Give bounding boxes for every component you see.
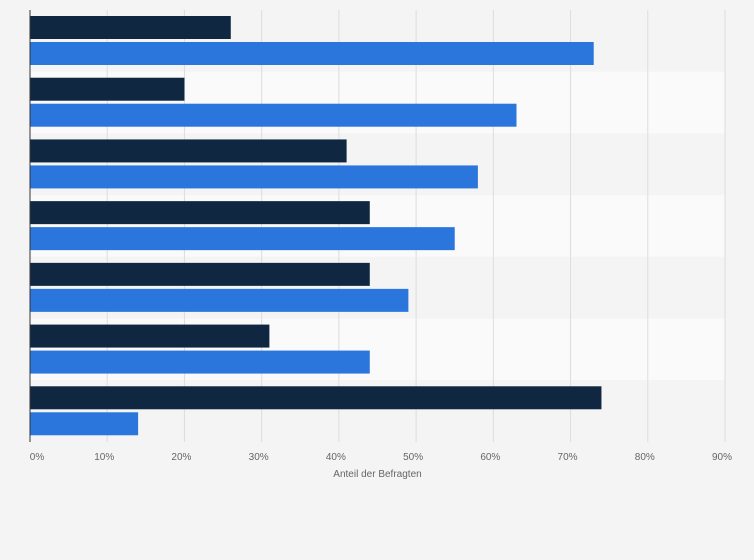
x-tick-label-70: 70%: [558, 452, 578, 463]
x-tick-label-30: 30%: [249, 452, 269, 463]
bar-row2-series2: [30, 103, 517, 127]
bar-row3-series1: [30, 139, 347, 163]
bar-row5-series2: [30, 288, 409, 312]
bar-row4-series2: [30, 227, 455, 251]
x-tick-label-50: 50%: [403, 452, 423, 463]
x-tick-label-40: 40%: [326, 452, 346, 463]
x-tick-label-10: 10%: [94, 452, 114, 463]
bar-row3-series2: [30, 165, 478, 189]
x-tick-label-0: 0%: [30, 452, 45, 463]
x-tick-label-60: 60%: [480, 452, 500, 463]
bar-row1-series2: [30, 42, 594, 65]
bar-row6-series2: [30, 350, 370, 374]
x-tick-label-80: 80%: [635, 452, 655, 463]
bar-row7-series1: [30, 386, 602, 410]
bar-row4-series1: [30, 201, 370, 225]
row-bands: [30, 10, 725, 442]
x-tick-label-90: 90%: [712, 452, 732, 463]
bar-row5-series1: [30, 262, 370, 286]
x-tick-label-20: 20%: [171, 452, 191, 463]
bar-row2-series1: [30, 77, 185, 101]
x-axis-ticks: 0% 10% 20% 30% 40% 50% 60% 70% 80% 90%: [30, 452, 732, 463]
bar-row1-series1: [30, 16, 231, 39]
x-axis-title: Anteil der Befragten: [333, 469, 421, 480]
bar-row7-series2: [30, 412, 139, 436]
bar-row6-series1: [30, 324, 270, 348]
bars: [30, 16, 602, 436]
